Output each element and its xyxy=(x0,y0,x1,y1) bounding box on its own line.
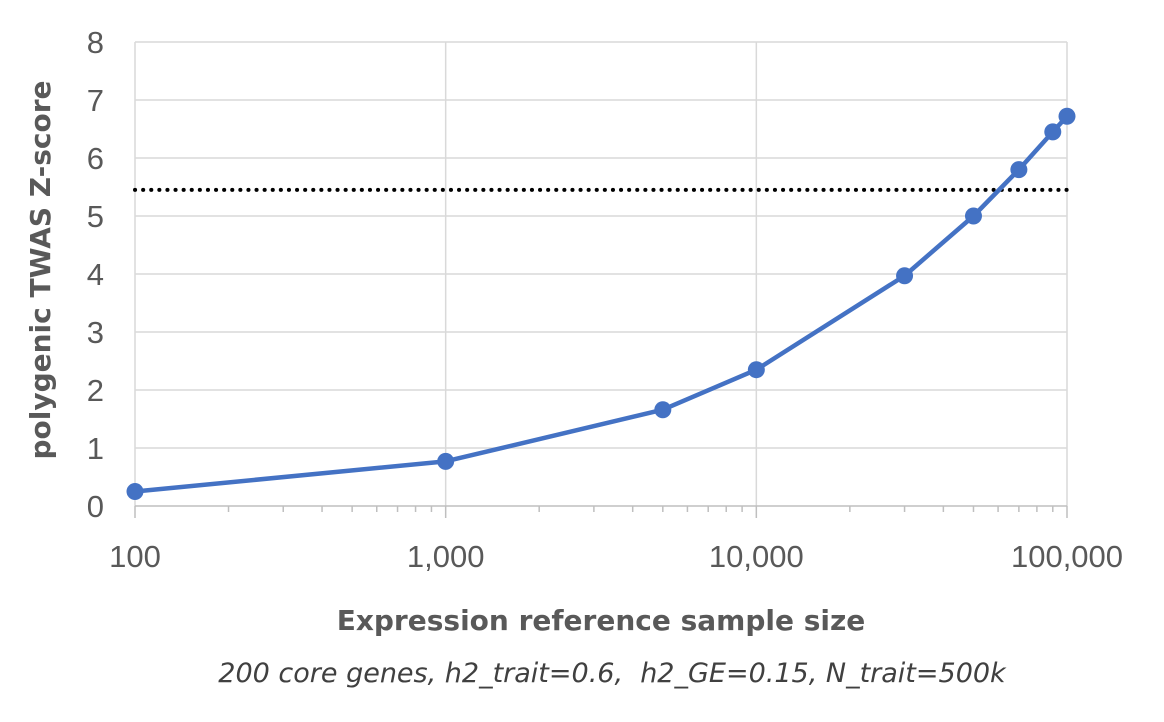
y-tick-label: 7 xyxy=(87,83,104,118)
data-point xyxy=(654,401,672,419)
y-axis-title: polygenic TWAS Z-score xyxy=(24,80,57,459)
y-tick-label: 5 xyxy=(87,199,104,234)
data-point xyxy=(126,483,144,500)
x-tick-label: 100 xyxy=(109,539,161,574)
chart-caption: 200 core genes, h2_trait=0.6, h2_GE=0.15… xyxy=(218,658,1007,689)
y-tick-label: 2 xyxy=(87,373,104,408)
y-tick-label: 3 xyxy=(87,315,104,350)
y-tick-label: 6 xyxy=(87,141,104,176)
tick-labels: 0 1 2 3 4 5 6 7 8 100 1,000 10,000 100,000 xyxy=(87,25,1123,574)
y-tick-label: 1 xyxy=(87,431,104,466)
grid xyxy=(134,41,1068,506)
axes xyxy=(134,505,1068,518)
series xyxy=(126,107,1076,500)
data-point xyxy=(964,207,982,225)
x-tick-label: 1,000 xyxy=(407,539,485,574)
data-point xyxy=(1010,161,1028,179)
series-line xyxy=(134,114,1069,494)
data-point xyxy=(747,361,765,379)
x-tick-label: 10,000 xyxy=(709,539,804,574)
x-axis-title: Expression reference sample size xyxy=(337,604,866,637)
data-point xyxy=(1044,123,1062,141)
y-tick-label: 8 xyxy=(87,25,104,60)
data-point xyxy=(896,267,914,285)
y-tick-label: 4 xyxy=(87,257,104,292)
y-tick-label: 0 xyxy=(87,489,104,524)
x-tick-label: 100,000 xyxy=(1011,539,1123,574)
data-point xyxy=(437,452,455,470)
data-point xyxy=(1058,107,1076,125)
